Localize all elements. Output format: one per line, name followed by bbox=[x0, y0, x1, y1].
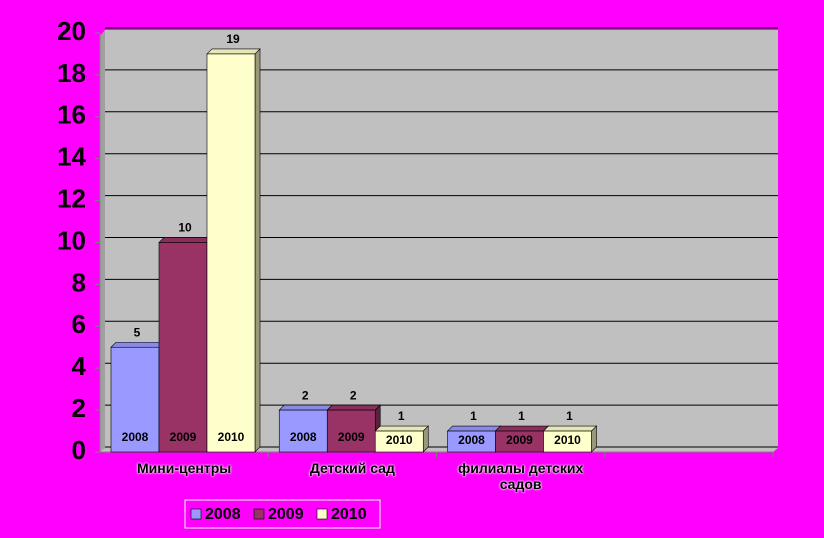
bar-top bbox=[206, 48, 261, 55]
series-label: 2010 bbox=[218, 430, 245, 444]
bar bbox=[543, 430, 592, 453]
bar-top bbox=[494, 425, 550, 432]
series-label: 2008 bbox=[458, 433, 485, 447]
value-label: 5 bbox=[134, 325, 141, 339]
x-label-box: Детский сад bbox=[309, 460, 395, 476]
series-label: 2008 bbox=[290, 430, 317, 444]
bar bbox=[374, 430, 424, 453]
series-label: 2009 bbox=[338, 430, 365, 444]
bar-top bbox=[158, 237, 213, 243]
bar-side bbox=[422, 425, 429, 453]
legend-swatch bbox=[190, 508, 202, 520]
y-tick-label: 16 bbox=[57, 100, 86, 130]
bar-side bbox=[254, 48, 261, 453]
y-tick-label: 18 bbox=[57, 58, 86, 88]
value-label: 1 bbox=[566, 409, 573, 423]
bar-top bbox=[110, 341, 165, 348]
x-tick-label: Мини-центры bbox=[137, 460, 232, 476]
value-label: 1 bbox=[398, 409, 405, 423]
bar-top bbox=[374, 425, 429, 432]
series-label: 2008 bbox=[122, 430, 149, 444]
series-label: 2010 bbox=[554, 433, 581, 447]
legend-label: 2009 bbox=[268, 506, 304, 523]
x-tick-label: Детский сад bbox=[309, 460, 395, 476]
legend-box bbox=[184, 499, 381, 529]
bar-top bbox=[446, 425, 502, 432]
series-label: 2009 bbox=[506, 433, 533, 447]
bar bbox=[110, 346, 160, 453]
legend-swatch bbox=[253, 508, 265, 520]
y-tick-label: 20 bbox=[57, 16, 86, 46]
y-tick-label: 12 bbox=[57, 183, 86, 213]
value-label: 1 bbox=[470, 409, 477, 423]
value-label: 2 bbox=[302, 388, 309, 402]
y-tick-label: 2 bbox=[72, 393, 86, 423]
y-tick-label: 10 bbox=[57, 225, 86, 255]
legend-label: 2008 bbox=[205, 506, 241, 523]
legend-label: 2010 bbox=[331, 506, 367, 523]
bar-top bbox=[278, 404, 333, 411]
value-label: 1 bbox=[518, 409, 525, 423]
y-tick-label: 0 bbox=[72, 435, 86, 465]
x-label-box: филиалы детских садов bbox=[458, 460, 584, 492]
legend-swatch bbox=[316, 508, 328, 520]
side-wall bbox=[100, 30, 105, 452]
x-tick-label: филиалы детских садов bbox=[458, 460, 584, 492]
bar bbox=[278, 409, 328, 453]
y-tick-label: 4 bbox=[72, 351, 87, 381]
value-label: 19 bbox=[226, 32, 240, 46]
x-label-box: Мини-центры bbox=[137, 460, 232, 476]
bar bbox=[206, 53, 256, 453]
bar-top bbox=[326, 404, 381, 411]
bar-top bbox=[542, 425, 598, 432]
value-label: 10 bbox=[178, 221, 192, 235]
bar-side bbox=[591, 425, 597, 453]
series-label: 2010 bbox=[386, 433, 413, 447]
y-tick-label: 6 bbox=[72, 309, 86, 339]
value-label: 2 bbox=[350, 388, 357, 402]
y-tick-label: 8 bbox=[72, 267, 86, 297]
bar bbox=[158, 242, 208, 453]
series-label: 2009 bbox=[170, 430, 197, 444]
y-tick-label: 14 bbox=[57, 142, 86, 172]
plot-wall bbox=[100, 30, 778, 452]
